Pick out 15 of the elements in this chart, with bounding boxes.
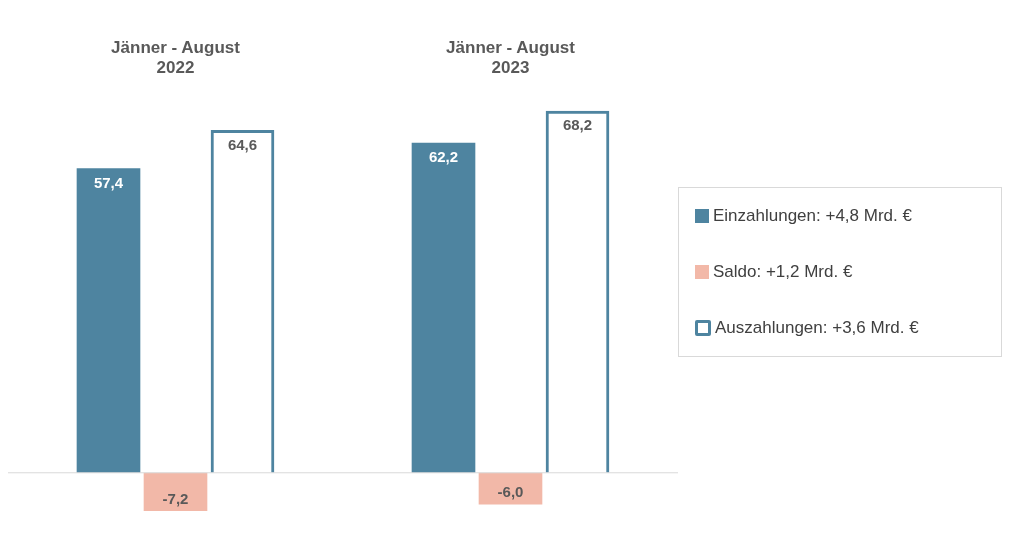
data-label: -7,2	[162, 489, 189, 507]
legend-label: Einzahlungen: +4,8 Mrd. €	[713, 205, 912, 226]
bar	[76, 168, 141, 473]
data-label: 62,2	[428, 148, 459, 166]
x-tick-label: Jänner - August 2023	[446, 37, 576, 78]
legend-label: Auszahlungen: +3,6 Mrd. €	[715, 317, 919, 338]
data-label: 57,4	[93, 173, 124, 191]
data-label: 68,2	[562, 116, 593, 134]
bar	[478, 472, 543, 505]
data-label: -6,0	[497, 483, 524, 501]
bar	[143, 472, 208, 511]
legend-label: Saldo: +1,2 Mrd. €	[713, 261, 853, 282]
bar	[411, 142, 476, 473]
x-tick-label: Jänner - August 2022	[111, 37, 241, 78]
data-label: 64,6	[227, 135, 258, 153]
